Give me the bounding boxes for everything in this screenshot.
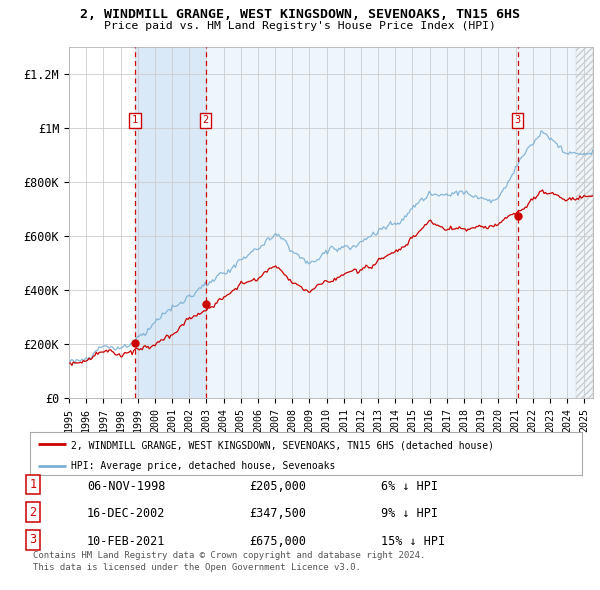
Bar (518, 47, 593, 398)
Text: 3: 3 (514, 115, 521, 125)
Text: 3: 3 (29, 533, 37, 546)
Text: 16-DEC-2002: 16-DEC-2002 (87, 507, 166, 520)
Text: 10-FEB-2021: 10-FEB-2021 (87, 535, 166, 548)
Bar (135, 47, 206, 398)
Text: £347,500: £347,500 (249, 507, 306, 520)
Text: Contains HM Land Registry data © Crown copyright and database right 2024.: Contains HM Land Registry data © Crown c… (33, 552, 425, 560)
Text: 2, WINDMILL GRANGE, WEST KINGSDOWN, SEVENOAKS, TN15 6HS: 2, WINDMILL GRANGE, WEST KINGSDOWN, SEVE… (80, 8, 520, 21)
Text: Price paid vs. HM Land Registry's House Price Index (HPI): Price paid vs. HM Land Registry's House … (104, 21, 496, 31)
Bar (575, 47, 593, 398)
Bar (206, 47, 518, 398)
Text: 9% ↓ HPI: 9% ↓ HPI (381, 507, 438, 520)
Text: £675,000: £675,000 (249, 535, 306, 548)
Text: £205,000: £205,000 (249, 480, 306, 493)
Text: 06-NOV-1998: 06-NOV-1998 (87, 480, 166, 493)
Text: 1: 1 (29, 478, 37, 491)
Text: 6% ↓ HPI: 6% ↓ HPI (381, 480, 438, 493)
Text: 1: 1 (132, 115, 138, 125)
Text: 15% ↓ HPI: 15% ↓ HPI (381, 535, 445, 548)
Text: HPI: Average price, detached house, Sevenoaks: HPI: Average price, detached house, Seve… (71, 461, 336, 471)
Text: 2, WINDMILL GRANGE, WEST KINGSDOWN, SEVENOAKS, TN15 6HS (detached house): 2, WINDMILL GRANGE, WEST KINGSDOWN, SEVE… (71, 440, 494, 450)
Text: 2: 2 (203, 115, 209, 125)
Text: This data is licensed under the Open Government Licence v3.0.: This data is licensed under the Open Gov… (33, 563, 361, 572)
Text: 2: 2 (29, 506, 37, 519)
